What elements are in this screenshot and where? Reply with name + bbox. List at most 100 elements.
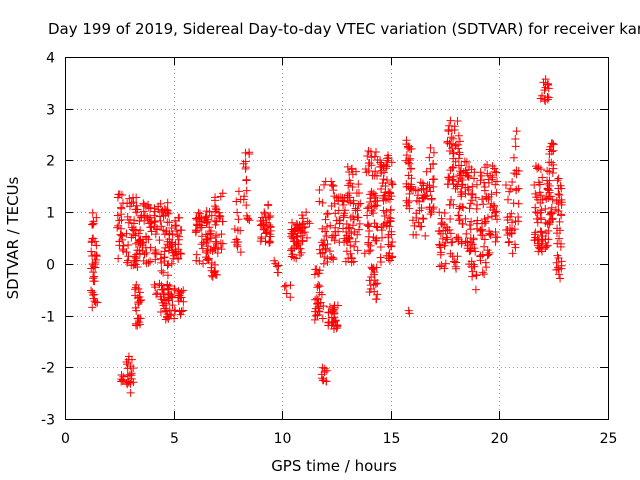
data-point — [174, 235, 183, 244]
data-point — [192, 227, 201, 236]
data-point — [315, 185, 324, 194]
data-point — [447, 195, 456, 204]
data-point — [366, 147, 375, 156]
data-point — [197, 223, 206, 232]
data-point — [548, 168, 557, 177]
data-point — [442, 233, 451, 242]
data-point — [493, 233, 502, 242]
data-point — [405, 189, 414, 198]
data-point — [427, 195, 436, 204]
data-point — [212, 205, 221, 214]
data-point — [345, 224, 354, 233]
data-point — [370, 219, 379, 228]
data-point — [363, 221, 372, 230]
data-point — [344, 181, 353, 190]
data-point — [470, 262, 479, 271]
data-point — [114, 190, 123, 199]
data-point — [363, 211, 372, 220]
data-point — [339, 200, 348, 209]
data-point — [377, 185, 386, 194]
data-point — [216, 239, 225, 248]
data-point — [179, 306, 188, 315]
data-point — [371, 201, 380, 210]
data-point — [553, 239, 562, 248]
data-point — [381, 181, 390, 190]
data-point — [462, 229, 471, 238]
data-point — [203, 215, 212, 224]
data-point — [319, 376, 328, 385]
data-point — [160, 295, 169, 304]
data-point — [426, 210, 435, 219]
data-point — [440, 241, 449, 250]
data-point — [179, 286, 188, 295]
data-point — [368, 264, 377, 273]
plot-frame — [65, 57, 609, 420]
data-point — [449, 149, 458, 158]
data-point — [455, 204, 464, 213]
data-point — [450, 122, 459, 131]
data-point — [491, 167, 500, 176]
data-point — [142, 248, 151, 257]
data-point — [488, 162, 497, 171]
y-tick-label: 1 — [46, 206, 55, 222]
data-point — [311, 265, 320, 274]
data-point — [458, 176, 467, 185]
data-point — [320, 236, 329, 245]
data-point — [492, 168, 501, 177]
data-point — [245, 216, 254, 225]
data-point — [122, 248, 131, 257]
data-point — [174, 213, 183, 222]
data-point — [402, 151, 411, 160]
data-point — [453, 117, 462, 126]
data-point — [115, 216, 124, 225]
data-point — [505, 187, 514, 196]
data-point — [243, 214, 252, 223]
data-point — [174, 287, 183, 296]
data-point — [302, 233, 311, 242]
data-point — [373, 279, 382, 288]
data-point — [129, 364, 138, 373]
data-point — [165, 218, 174, 227]
data-point — [416, 222, 425, 231]
data-point — [157, 266, 166, 275]
data-point — [508, 249, 517, 258]
data-point — [480, 242, 489, 251]
data-point — [446, 249, 455, 258]
data-point — [536, 191, 545, 200]
data-point — [508, 218, 517, 227]
data-point — [173, 231, 182, 240]
data-point — [404, 171, 413, 180]
data-point — [483, 213, 492, 222]
data-point — [233, 237, 242, 246]
data-point — [321, 215, 330, 224]
data-point — [481, 163, 490, 172]
data-point — [455, 148, 464, 157]
data-point — [457, 192, 466, 201]
data-point — [509, 153, 518, 162]
data-point — [300, 228, 309, 237]
data-point — [457, 161, 466, 170]
data-point — [87, 220, 96, 229]
data-point — [163, 271, 172, 280]
data-point — [384, 254, 393, 263]
data-point — [482, 263, 491, 272]
data-point — [511, 142, 520, 151]
data-point — [330, 308, 339, 317]
data-point — [536, 94, 545, 103]
data-point — [165, 281, 174, 290]
data-point — [365, 276, 374, 285]
data-point — [347, 258, 356, 267]
data-point — [471, 285, 480, 294]
data-point — [370, 193, 379, 202]
data-point — [367, 263, 376, 272]
data-point — [346, 213, 355, 222]
data-point — [417, 204, 426, 213]
data-point — [165, 229, 174, 238]
data-point — [534, 178, 543, 187]
data-point — [429, 182, 438, 191]
data-point — [503, 215, 512, 224]
data-point — [537, 213, 546, 222]
data-point — [387, 158, 396, 167]
data-point — [471, 247, 480, 256]
